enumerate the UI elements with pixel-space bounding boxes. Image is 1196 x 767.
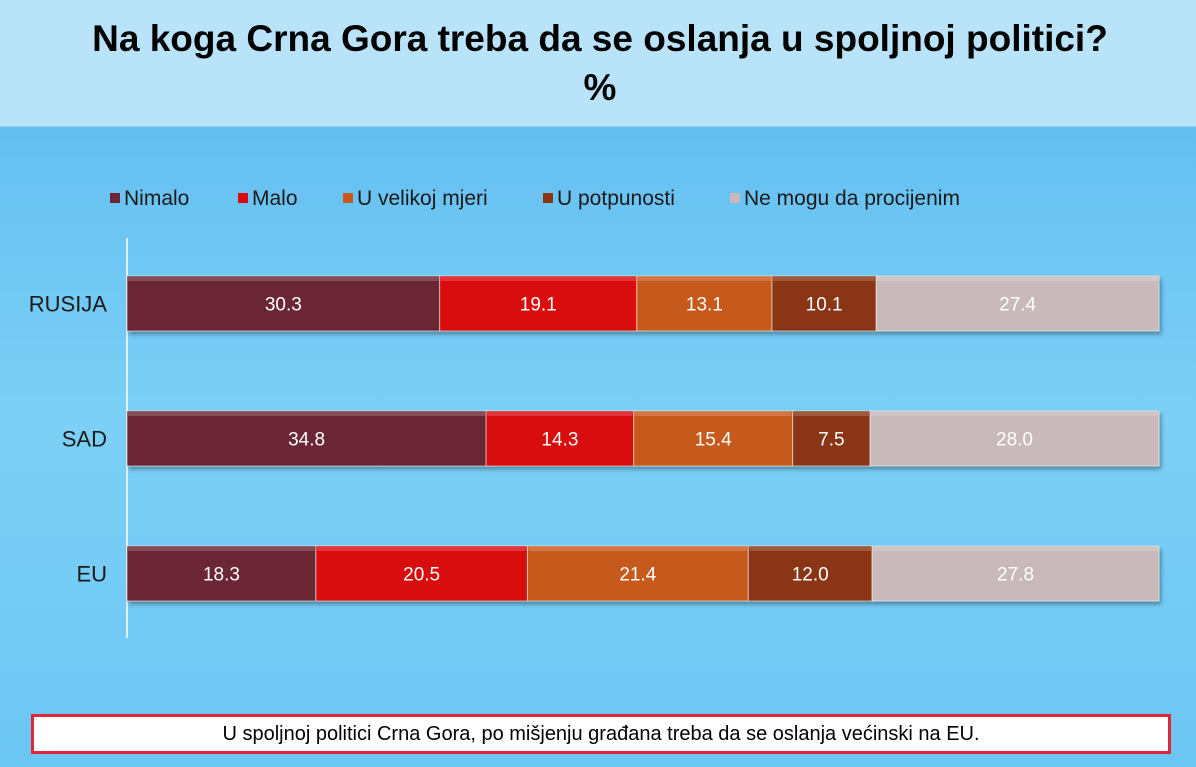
bar-highlight [128,277,439,281]
bar-eu-malo [315,545,528,602]
bar-highlight [793,412,870,416]
bar-sad-u-potpunosti [792,410,871,467]
data-label-rusija-malo: 19.1 [520,295,557,316]
bar-highlight [773,277,876,281]
data-label-rusija-u-potpunosti: 10.1 [806,295,843,316]
data-label-sad-ne-mogu-da-procijenim: 28.0 [996,430,1033,451]
category-labels: RUSIJA SAD EU [29,292,108,587]
bar-sad-malo [485,410,635,467]
bar-highlight [871,412,1158,416]
bar-rusija-u-velikoj-mjeri [636,275,773,332]
legend-label-malo: Malo [252,187,298,210]
data-label-rusija-ne-mogu-da-procijenim: 27.4 [999,295,1036,316]
conclusion-note: U spoljnoj politici Crna Gora, po mišjen… [31,714,1171,754]
bar-rusija-ne-mogu-da-procijenim [875,275,1160,332]
bar-labels: 30.3 19.1 13.1 10.1 27.4 34.8 14.3 15.4 7.5 28.0 1… [203,295,1037,586]
data-label-eu-ne-mogu-da-procijenim: 27.8 [997,565,1034,586]
bar-highlight [877,277,1158,281]
data-label-eu-u-velikoj-mjeri: 21.4 [619,565,656,586]
data-label-eu-nimalo: 18.3 [203,565,240,586]
bar-highlight [634,412,792,416]
chart-title: Na koga Crna Gora treba da se oslanja u … [92,18,1108,108]
data-label-eu-malo: 20.5 [403,565,440,586]
legend-label-ne-mogu-da-procijenim: Ne mogu da procijenim [744,187,960,210]
bar-rusija-malo [439,275,638,332]
category-label-eu: EU [76,562,107,587]
data-label-sad-nimalo: 34.8 [288,430,325,451]
bar-highlight [128,547,315,551]
conclusion-text: U spoljnoj politici Crna Gora, po mišjen… [222,722,980,745]
category-label-sad: SAD [62,427,107,452]
bar-eu-nimalo [126,545,317,602]
bar-highlight [637,277,771,281]
bar-sad-u-velikoj-mjeri [633,410,794,467]
title-band: Na koga Crna Gora treba da se oslanja u … [0,0,1196,127]
bar-highlight [749,547,872,551]
data-label-sad-malo: 14.3 [541,430,578,451]
bars [126,275,1160,602]
legend-label-nimalo: Nimalo [124,187,189,210]
bar-highlight [440,277,636,281]
legend: Nimalo Malo U velikoj mjeri U potpunosti Ne … [110,187,960,210]
category-label-rusija: RUSIJA [29,292,108,317]
legend-swatch-u-velikoj-mjeri [343,193,353,203]
bar-highlight [128,412,486,416]
bar-highlight [873,547,1158,551]
legend-label-u-velikoj-mjeri: U velikoj mjeri [357,187,488,210]
legend-swatch-u-potpunosti [543,193,553,203]
legend-swatch-ne-mogu-da-procijenim [730,193,740,203]
bar-sad-ne-mogu-da-procijenim [869,410,1160,467]
bar-eu-u-velikoj-mjeri [526,545,749,602]
legend-swatch-nimalo [110,193,120,203]
data-label-rusija-nimalo: 30.3 [265,295,302,316]
bar-sad-nimalo [126,410,487,467]
data-label-sad-u-velikoj-mjeri: 15.4 [695,430,732,451]
bar-eu-ne-mogu-da-procijenim [871,545,1160,602]
bar-highlight [528,547,748,551]
data-label-sad-u-potpunosti: 7.5 [818,430,844,451]
legend-swatch-malo [238,193,248,203]
bar-rusija-u-potpunosti [771,275,877,332]
legend-label-u-potpunosti: U potpunosti [557,187,675,210]
data-label-eu-u-potpunosti: 12.0 [792,565,829,586]
bar-highlight [487,412,633,416]
data-label-rusija-u-velikoj-mjeri: 13.1 [686,295,723,316]
bar-highlight [316,547,527,551]
